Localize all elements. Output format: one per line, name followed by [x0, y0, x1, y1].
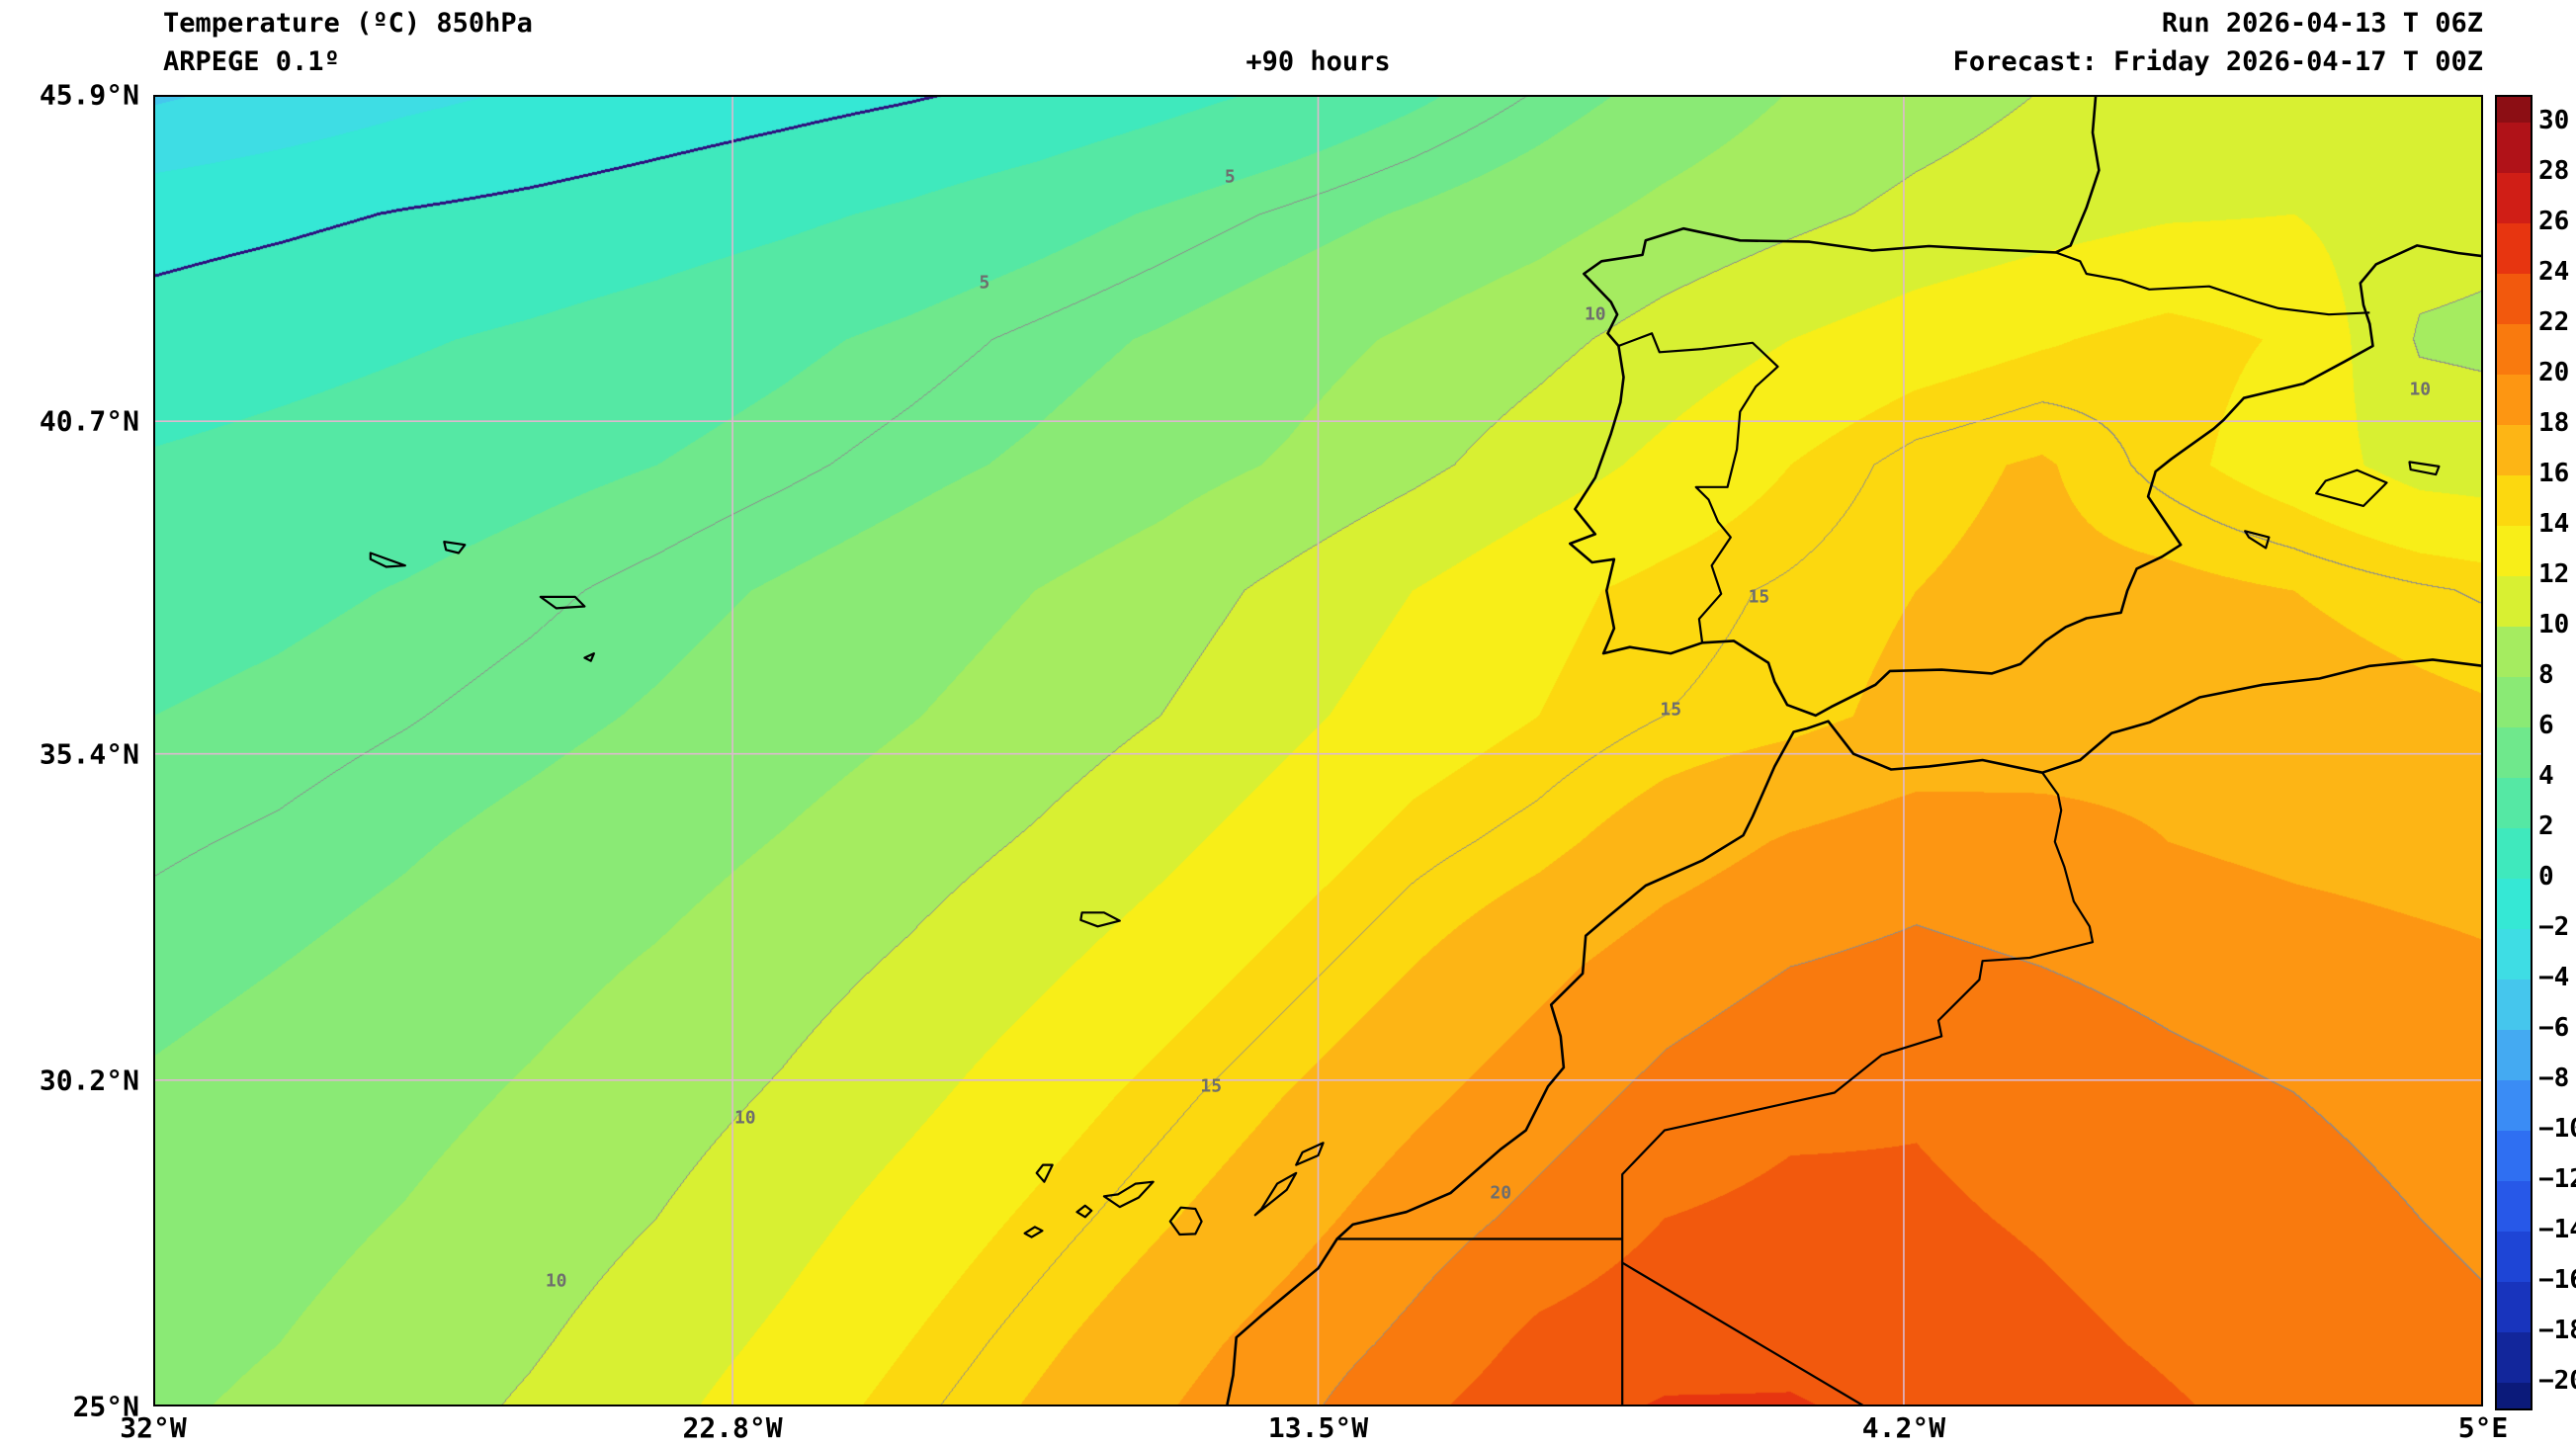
island-outline — [2315, 468, 2388, 507]
colorbar-tick-label: −6 — [2538, 1013, 2570, 1043]
colorbar-tick-label: −16 — [2538, 1265, 2576, 1295]
colorbar-tick-label: 4 — [2538, 761, 2554, 791]
colorbar-band — [2497, 576, 2531, 627]
map-overlay — [153, 95, 2483, 1406]
lon-tick-label: 4.2°W — [1861, 1411, 1946, 1444]
islands — [369, 461, 2441, 1238]
island-outline — [443, 541, 467, 554]
coast-lines — [1225, 95, 2483, 1406]
colorbar-tick-label: 20 — [2538, 358, 2570, 387]
colorbar-band — [2497, 778, 2531, 828]
colorbar-band — [2497, 526, 2531, 576]
colorbar — [2495, 95, 2533, 1410]
lat-tick-label: 25°N — [72, 1390, 139, 1423]
colorbar-band — [2497, 425, 2531, 475]
border-line — [2055, 251, 2370, 316]
colorbar-tick-label: −4 — [2538, 963, 2570, 992]
colorbar-tick-label: −18 — [2538, 1316, 2576, 1345]
colorbar-band — [2497, 1383, 2531, 1408]
colorbar-tick-label: 22 — [2538, 307, 2570, 337]
gridlines — [153, 95, 2483, 1406]
colorbar-band — [2497, 173, 2531, 223]
colorbar-band — [2497, 1332, 2531, 1383]
island-outline — [1295, 1142, 1325, 1166]
lon-tick-label: 22.8°W — [682, 1411, 783, 1444]
island-outline — [1253, 1171, 1298, 1217]
model-label: ARPEGE 0.1º — [163, 46, 340, 77]
colorbar-tick-label: −12 — [2538, 1164, 2576, 1194]
border-line — [1618, 332, 1779, 643]
coastline — [1569, 95, 2483, 718]
colorbar-band — [2497, 324, 2531, 375]
colorbar-band — [2497, 980, 2531, 1030]
border-line — [1621, 1261, 1865, 1406]
lat-tick-label: 30.2°N — [39, 1064, 139, 1097]
colorbar-tick-label: 14 — [2538, 509, 2570, 539]
island-outline — [1168, 1206, 1203, 1236]
island-outline — [1079, 911, 1121, 928]
colorbar-band — [2497, 627, 2531, 677]
forecast-label: Forecast: Friday 2026-04-17 T 00Z — [1952, 46, 2483, 77]
lat-tick-label: 35.4°N — [39, 737, 139, 771]
lat-tick-label: 45.9°N — [39, 78, 139, 112]
island-outline — [369, 552, 406, 568]
lon-tick-label: 5°E — [2457, 1411, 2509, 1444]
colorbar-tick-label: 0 — [2538, 862, 2554, 892]
chart-title: Temperature (ºC) 850hPa — [163, 8, 533, 39]
colorbar-band — [2497, 677, 2531, 727]
colorbar-band — [2497, 123, 2531, 173]
colorbar-band — [2497, 828, 2531, 879]
colorbar-tick-label: 6 — [2538, 711, 2554, 740]
lat-tick-label: 40.7°N — [39, 404, 139, 438]
colorbar-tick-label: 10 — [2538, 610, 2570, 639]
island-outline — [2408, 461, 2441, 476]
colorbar-tick-label: −2 — [2538, 912, 2570, 942]
lon-tick-label: 32°W — [120, 1411, 187, 1444]
colorbar-tick-label: 26 — [2538, 207, 2570, 236]
colorbar-band — [2497, 375, 2531, 425]
colorbar-tick-label: 28 — [2538, 156, 2570, 186]
run-label: Run 2026-04-13 T 06Z — [2161, 8, 2483, 39]
colorbar-tick-label: 24 — [2538, 257, 2570, 287]
colorbar-band — [2497, 223, 2531, 274]
colorbar-tick-label: −14 — [2538, 1215, 2576, 1244]
colorbar-band — [2497, 929, 2531, 980]
island-outline — [1102, 1180, 1155, 1209]
colorbar-tick-label: −10 — [2538, 1114, 2576, 1144]
lon-tick-label: 13.5°W — [1267, 1411, 1369, 1444]
island-outline — [583, 652, 595, 662]
colorbar-band — [2497, 1080, 2531, 1131]
colorbar-tick-label: −20 — [2538, 1366, 2576, 1396]
island-outline — [539, 595, 586, 610]
coastline — [1225, 658, 2483, 1406]
colorbar-band — [2497, 97, 2531, 123]
colorbar-band — [2497, 1030, 2531, 1080]
colorbar-band — [2497, 1181, 2531, 1232]
colorbar-tick-label: −8 — [2538, 1064, 2570, 1093]
colorbar-tick-label: 12 — [2538, 559, 2570, 589]
colorbar-band — [2497, 727, 2531, 778]
map-plot-area: 5 5 10 10 10 10 15 15 15 20 — [153, 95, 2483, 1406]
colorbar-band — [2497, 1131, 2531, 1181]
island-outline — [1075, 1204, 1093, 1219]
country-borders — [1336, 251, 2370, 1406]
colorbar-band — [2497, 475, 2531, 526]
colorbar-band — [2497, 1232, 2531, 1282]
lat-axis: 45.9°N 40.7°N 35.4°N 30.2°N 25°N — [0, 79, 145, 1423]
island-outline — [1035, 1163, 1054, 1183]
colorbar-tick-label: 8 — [2538, 660, 2554, 690]
colorbar-band — [2497, 274, 2531, 324]
colorbar-tick-label: 16 — [2538, 459, 2570, 488]
colorbar-tick-labels: 302826242220181614121086420−2−4−6−8−10−1… — [2538, 95, 2576, 1406]
colorbar-band — [2497, 1282, 2531, 1332]
lon-axis: 32°W 22.8°W 13.5°W 4.2°W 5°E — [120, 1411, 2508, 1447]
border-line — [1621, 772, 2095, 1239]
colorbar-tick-label: 30 — [2538, 106, 2570, 135]
colorbar-tick-label: 18 — [2538, 408, 2570, 438]
island-outline — [2244, 530, 2271, 550]
colorbar-band — [2497, 879, 2531, 929]
colorbar-tick-label: 2 — [2538, 811, 2554, 841]
island-outline — [1023, 1226, 1044, 1238]
